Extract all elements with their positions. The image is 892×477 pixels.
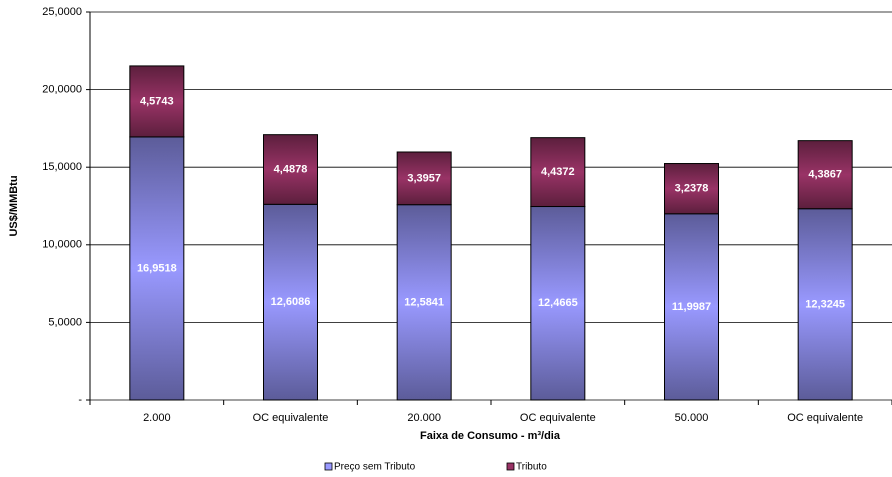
bar-segment [263,134,318,205]
x-tick-label: 2.000 [143,412,171,424]
value-label: 16,9518 [137,262,177,274]
value-label: 12,5841 [404,296,444,308]
y-axis-title: US$/MMBtu [8,175,20,236]
bar-segment [797,208,853,401]
value-label: 12,3245 [805,298,845,310]
bar-segment [396,151,452,206]
legend-swatch [506,462,515,471]
x-axis-title: Faixa de Consumo - m³/dia [420,430,561,442]
legend-swatch [324,462,333,471]
x-tick-label: OC equivalente [253,412,329,424]
bar-segment [664,213,719,401]
x-tick-label: OC equivalente [520,412,596,424]
value-label: 4,3867 [808,169,842,181]
value-label: 12,4665 [538,297,578,309]
y-tick-label: 15,0000 [42,161,82,173]
legend-label: Tributo [516,462,547,473]
x-tick-label: 50.000 [675,412,709,424]
value-label: 4,4372 [541,166,575,178]
y-tick-label: 25,0000 [42,6,82,18]
bar-segment [530,137,586,208]
value-label: 4,4878 [274,163,308,175]
y-tick-label: 20,0000 [42,84,82,96]
y-tick-label: 10,0000 [42,239,82,251]
x-tick-label: OC equivalente [787,412,863,424]
bar-segment [263,203,318,401]
bar-segment [797,140,853,210]
bar-segment [396,204,452,401]
value-label: 4,5743 [140,95,174,107]
bar-segment [530,206,586,401]
bar-segment [129,65,185,138]
legend-label: Preço sem Tributo [334,462,416,473]
y-tick-label: 5,0000 [48,316,82,328]
x-tick-label: 20.000 [407,412,441,424]
bar-segment [664,163,719,215]
value-label: 11,9987 [672,301,711,313]
value-label: 3,2378 [675,183,709,195]
value-label: 3,3957 [407,172,441,184]
value-label: 12,6086 [271,296,311,308]
y-tick-label: - [78,394,82,406]
